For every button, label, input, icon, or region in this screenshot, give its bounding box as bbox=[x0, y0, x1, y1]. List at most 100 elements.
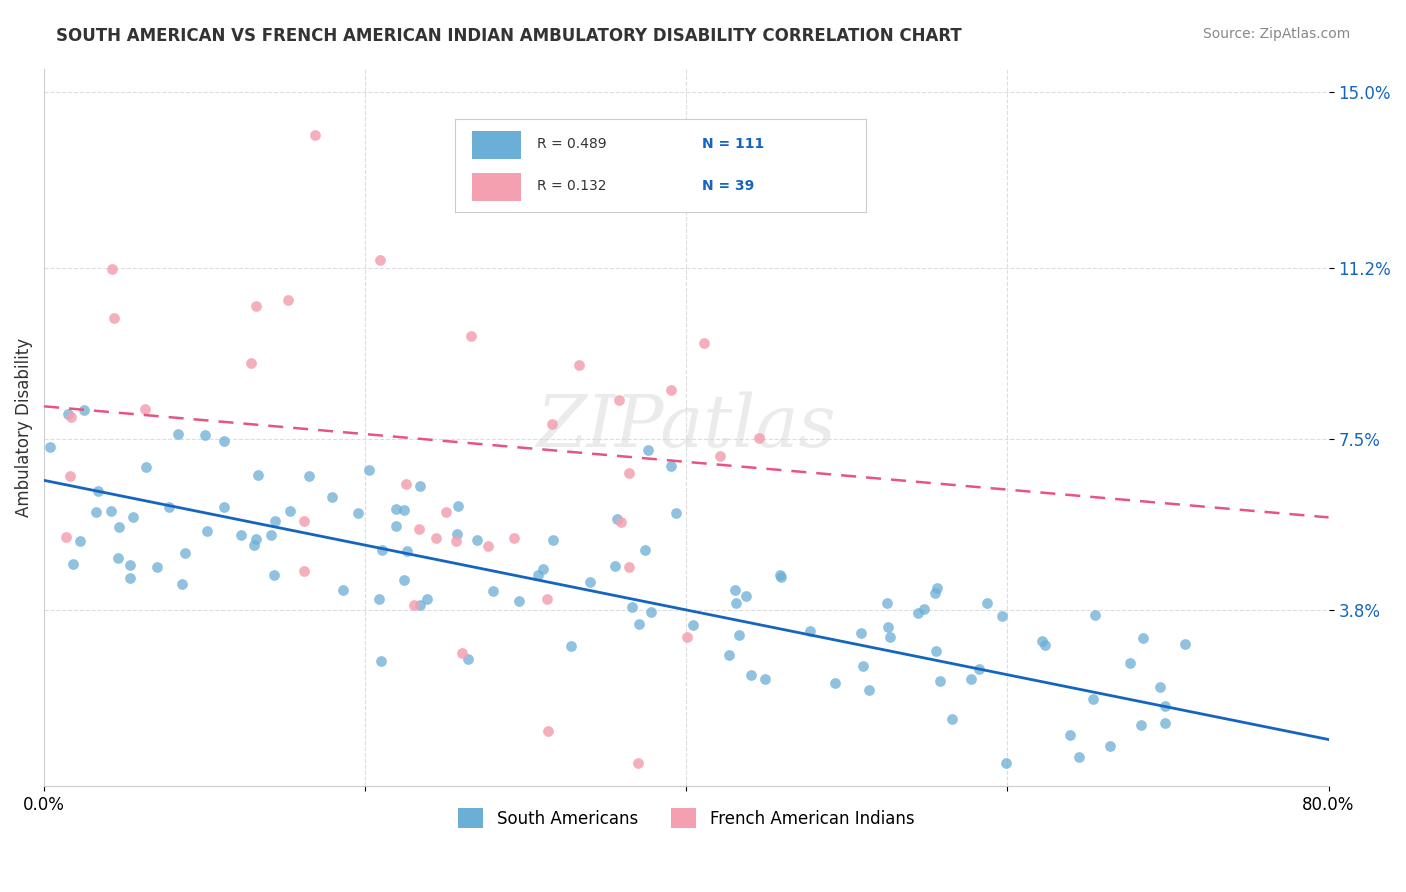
Point bbox=[1149, 680, 1171, 694]
Point bbox=[482, 583, 505, 598]
Point bbox=[195, 524, 218, 539]
Point bbox=[666, 156, 689, 170]
Point bbox=[533, 562, 555, 576]
Point bbox=[852, 659, 875, 673]
Point bbox=[560, 640, 582, 654]
Y-axis label: Ambulatory Disability: Ambulatory Disability bbox=[15, 337, 32, 516]
Point bbox=[607, 392, 630, 407]
Point bbox=[1119, 657, 1142, 671]
Point bbox=[55, 530, 77, 544]
Point bbox=[876, 596, 898, 610]
Point bbox=[245, 532, 267, 546]
Point bbox=[748, 431, 770, 445]
Point bbox=[408, 522, 430, 536]
Point bbox=[246, 467, 269, 482]
Point bbox=[447, 499, 470, 513]
Point bbox=[135, 459, 157, 474]
Point bbox=[502, 531, 524, 545]
Point bbox=[508, 594, 530, 608]
Point bbox=[754, 672, 776, 686]
Point bbox=[62, 558, 84, 572]
Point bbox=[537, 724, 560, 739]
Point bbox=[1154, 698, 1177, 713]
Point bbox=[1084, 608, 1107, 623]
Point bbox=[770, 570, 793, 584]
Point bbox=[59, 468, 82, 483]
Point bbox=[540, 198, 562, 212]
Point bbox=[385, 501, 408, 516]
Point bbox=[415, 592, 437, 607]
Point bbox=[799, 624, 821, 638]
Point bbox=[56, 408, 79, 422]
Point bbox=[263, 567, 285, 582]
Point bbox=[451, 646, 474, 660]
Point bbox=[167, 426, 190, 441]
Point bbox=[960, 672, 983, 686]
Point bbox=[332, 582, 354, 597]
Point bbox=[1035, 638, 1057, 652]
Point bbox=[728, 628, 751, 642]
Point bbox=[357, 463, 380, 477]
Point bbox=[460, 328, 482, 343]
Point bbox=[100, 504, 122, 518]
Point bbox=[1098, 739, 1121, 754]
Point bbox=[39, 441, 62, 455]
Point bbox=[146, 560, 169, 574]
Point bbox=[60, 409, 83, 424]
Point bbox=[260, 528, 283, 542]
Point bbox=[277, 293, 299, 307]
Point bbox=[444, 534, 467, 549]
Point bbox=[717, 648, 740, 662]
Point bbox=[665, 506, 688, 520]
Point bbox=[924, 586, 946, 600]
Point bbox=[402, 598, 425, 612]
Point bbox=[1174, 637, 1197, 651]
Point bbox=[174, 546, 197, 560]
Point bbox=[676, 630, 699, 644]
Point bbox=[579, 575, 602, 590]
Point bbox=[409, 599, 432, 613]
Point bbox=[107, 551, 129, 566]
Point bbox=[627, 756, 650, 770]
Point bbox=[245, 299, 267, 313]
Point bbox=[1083, 692, 1105, 706]
Point bbox=[409, 479, 432, 493]
Point bbox=[735, 589, 758, 603]
Point bbox=[396, 544, 419, 558]
Point bbox=[709, 449, 731, 463]
Point bbox=[465, 533, 488, 547]
Point bbox=[967, 662, 990, 676]
Point bbox=[368, 592, 391, 607]
Point bbox=[392, 503, 415, 517]
Point bbox=[346, 506, 368, 520]
Point bbox=[457, 652, 479, 666]
Point bbox=[858, 682, 880, 697]
Point bbox=[1031, 633, 1053, 648]
Point bbox=[1132, 631, 1154, 645]
Point bbox=[929, 674, 952, 689]
Point bbox=[214, 500, 236, 514]
Point bbox=[103, 311, 125, 326]
Point bbox=[907, 607, 929, 621]
Point bbox=[536, 592, 558, 607]
Point bbox=[385, 519, 408, 533]
Point bbox=[617, 560, 640, 574]
Point bbox=[434, 505, 457, 519]
Point bbox=[157, 500, 180, 515]
Point bbox=[214, 434, 236, 448]
Point bbox=[122, 510, 145, 524]
Point bbox=[976, 596, 998, 610]
Point bbox=[118, 558, 141, 573]
Point bbox=[264, 514, 287, 528]
Point bbox=[278, 504, 301, 518]
Point bbox=[1067, 750, 1090, 764]
Point bbox=[661, 458, 683, 473]
Point bbox=[912, 602, 935, 616]
Point bbox=[541, 533, 564, 547]
Point bbox=[725, 595, 748, 609]
Point bbox=[1154, 715, 1177, 730]
Point bbox=[1130, 718, 1153, 732]
Legend: South Americans, French American Indians: South Americans, French American Indians bbox=[451, 801, 921, 835]
Point bbox=[134, 401, 156, 416]
Point bbox=[605, 512, 627, 526]
